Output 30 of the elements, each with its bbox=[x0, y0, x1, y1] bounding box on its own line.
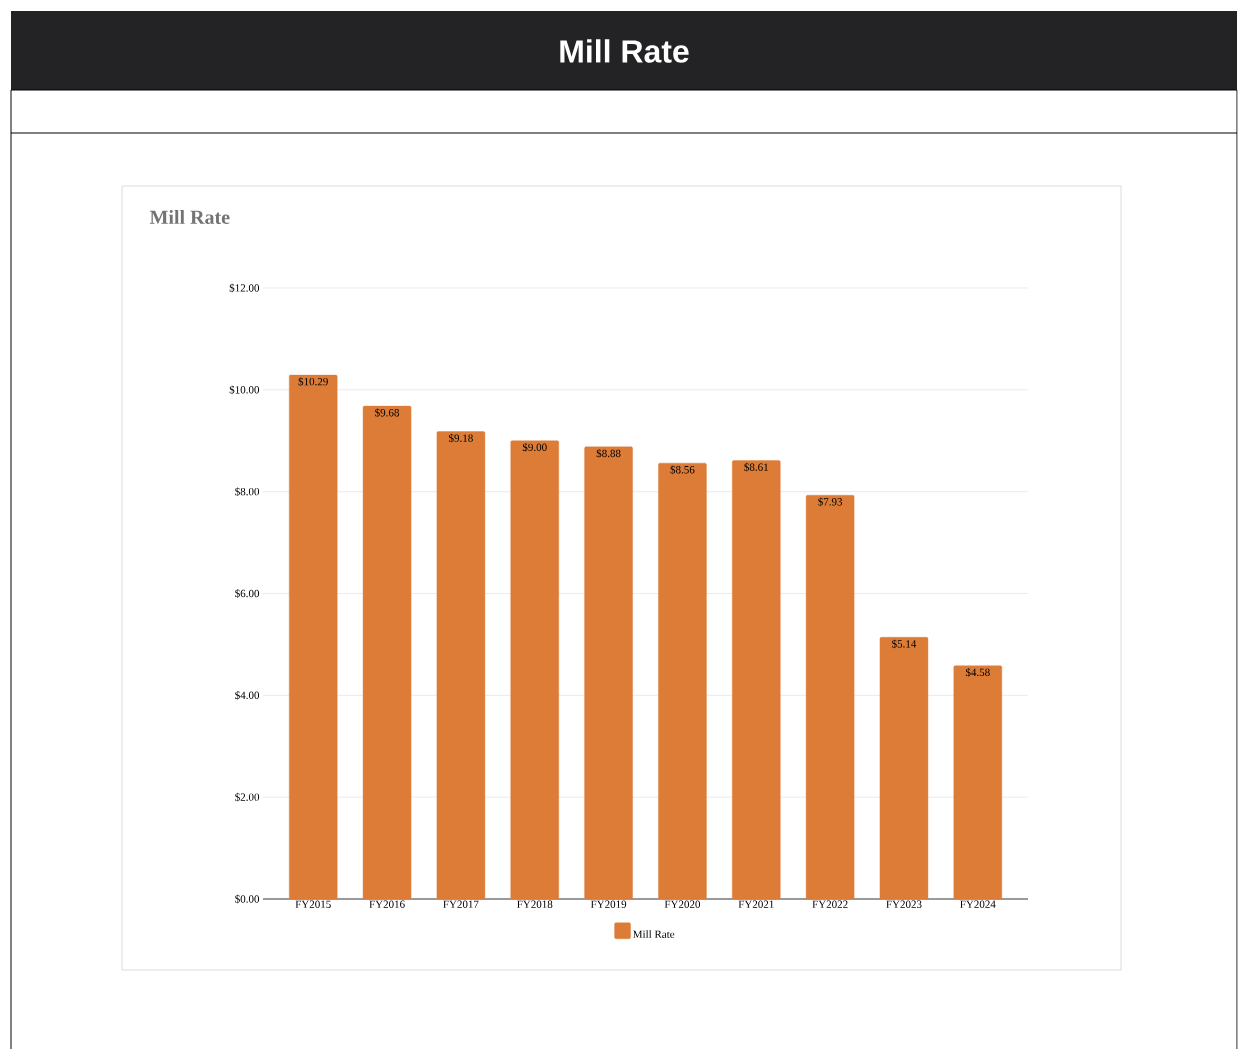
y-tick-label: $4.00 bbox=[235, 690, 260, 700]
y-tick-label: $12.00 bbox=[229, 283, 260, 293]
x-tick-label: FY2024 bbox=[960, 900, 996, 908]
x-tick-label: FY2022 bbox=[812, 900, 848, 908]
data-label: $5.14 bbox=[892, 639, 917, 649]
x-tick-label: FY2018 bbox=[517, 900, 553, 908]
data-label: $8.88 bbox=[596, 449, 621, 458]
legend-label: Mill Rate bbox=[633, 930, 675, 938]
data-label: $9.18 bbox=[449, 433, 473, 443]
x-tick-label: FY2021 bbox=[738, 900, 774, 908]
x-tick-label: FY2017 bbox=[443, 900, 479, 908]
x-tick-label: FY2015 bbox=[295, 900, 331, 908]
data-label: $10.29 bbox=[298, 377, 328, 387]
data-label: $4.58 bbox=[965, 668, 990, 677]
y-tick-label: $0.00 bbox=[235, 894, 260, 904]
data-label: $9.00 bbox=[522, 442, 547, 452]
x-tick-label: FY2023 bbox=[886, 900, 922, 908]
y-tick-label: $6.00 bbox=[235, 589, 260, 598]
x-tick-label: FY2019 bbox=[590, 900, 627, 908]
y-tick-label: $2.00 bbox=[235, 792, 260, 802]
chart-subtitle: Mill Rate bbox=[149, 209, 230, 225]
data-label: $9.68 bbox=[375, 408, 400, 418]
y-tick-label: $8.00 bbox=[235, 487, 260, 497]
y-tick-label: $10.00 bbox=[229, 385, 260, 395]
data-label: $8.56 bbox=[670, 465, 695, 475]
data-label: $8.61 bbox=[744, 462, 768, 472]
x-tick-label: FY2016 bbox=[369, 900, 405, 908]
x-tick-label: FY2020 bbox=[664, 900, 701, 908]
data-label: $7.93 bbox=[818, 497, 843, 507]
chart-title: Mill Rate bbox=[560, 39, 689, 63]
